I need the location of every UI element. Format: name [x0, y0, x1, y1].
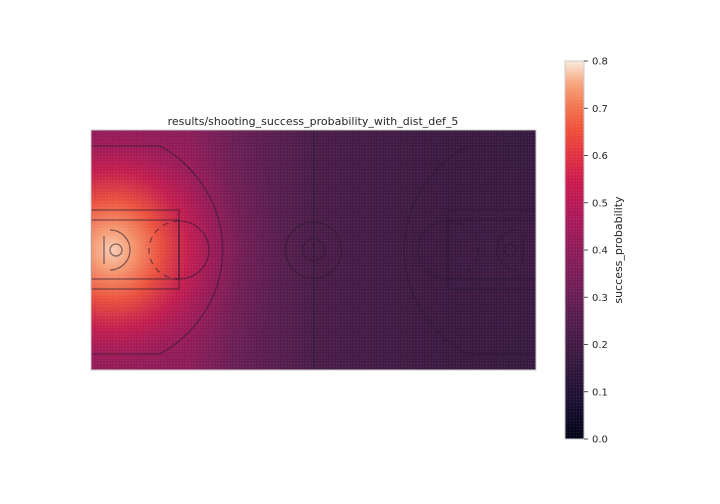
left-restricted-arc	[109, 229, 131, 271]
right-restricted-arc	[496, 229, 518, 271]
colorbar-tick-label: 0.0	[592, 435, 608, 446]
left-three-point-arc	[159, 145, 224, 355]
court-lines	[91, 130, 536, 370]
colorbar-tick-label: 0.3	[592, 293, 608, 304]
colorbar-ticks: 0.0 0.1 0.2 0.3 0.4 0.5 0.6 0.7 0.8	[584, 57, 608, 446]
colorbar-texture	[565, 61, 584, 439]
right-free-throw-arc-dashed	[447, 220, 479, 280]
right-hoop	[503, 243, 517, 257]
colorbar-tick-label: 0.5	[592, 198, 608, 209]
left-free-throw-arc-dashed	[148, 220, 180, 280]
right-free-throw-arc	[417, 220, 449, 280]
colorbar-tick-label: 0.4	[592, 246, 608, 257]
heatmap-area	[91, 130, 536, 370]
colorbar: 0.0 0.1 0.2 0.3 0.4 0.5 0.6 0.7 0.8 success_prob…	[564, 57, 625, 446]
colorbar-tick-label: 0.1	[592, 387, 608, 398]
right-three-point-arc	[403, 145, 468, 355]
colorbar-label: success_probability	[612, 196, 625, 304]
plot-frame	[90, 129, 537, 371]
center-circle-outer	[284, 221, 343, 279]
colorbar-tick-label: 0.6	[592, 151, 608, 162]
left-hoop	[109, 243, 123, 257]
colorbar-tick-label: 0.8	[592, 57, 608, 68]
colorbar-tick-label: 0.7	[592, 104, 608, 115]
chart-title: results/shooting_success_probability_wit…	[168, 115, 459, 128]
colorbar-tick-label: 0.2	[592, 340, 608, 351]
left-free-throw-arc	[178, 220, 210, 280]
right-inner-lane	[447, 219, 536, 280]
left-inner-lane	[91, 219, 180, 280]
center-circle-inner	[301, 238, 326, 262]
